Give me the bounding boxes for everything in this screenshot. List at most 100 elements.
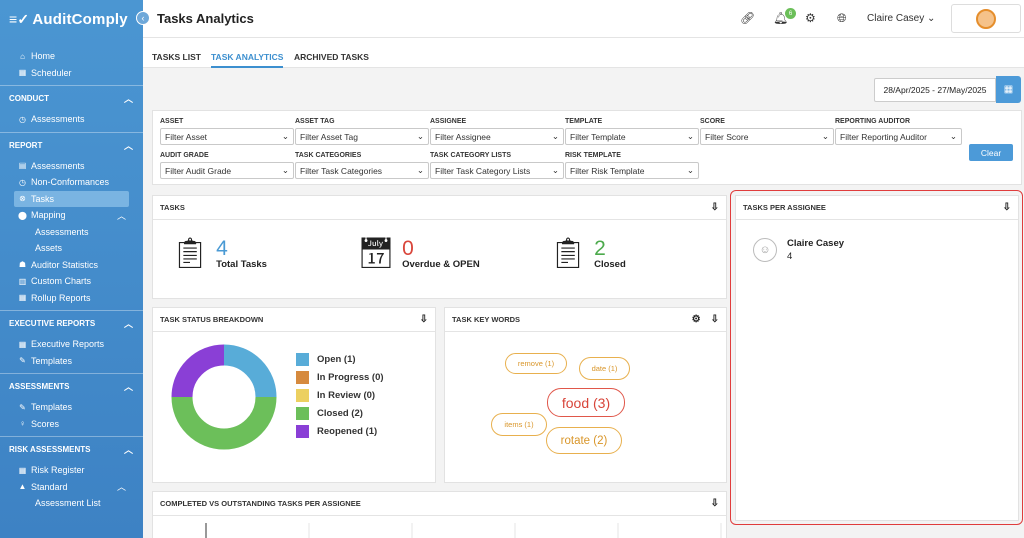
filter-task-category-lists: TASK CATEGORY LISTS Filter Task Category … bbox=[430, 152, 564, 179]
sidebar: ≡✓ AuditComply ⌂ Home ▦ Scheduler CONDUCT ︿… bbox=[0, 0, 143, 538]
sidebar-collapse-button[interactable]: ‹ bbox=[136, 11, 150, 25]
grid-icon: ▦ bbox=[18, 339, 27, 349]
legend-open[interactable]: Open (1) bbox=[296, 350, 384, 368]
app-name: AuditComply bbox=[32, 10, 128, 28]
filter-risk-template: RISK TEMPLATE Filter Risk Template ⌄ bbox=[565, 152, 699, 179]
tab-tasks-list[interactable]: TASKS LIST bbox=[152, 52, 201, 62]
chevron-down-icon: ⌄ bbox=[281, 165, 289, 175]
donut-slice-reopened[interactable] bbox=[171, 344, 225, 398]
sidebar-item-mapping[interactable]: ⬤ Mapping ︿ bbox=[18, 210, 126, 221]
completed-chart-grid bbox=[205, 523, 722, 538]
sidebar-item-standard[interactable]: ▲ Standard ︿ bbox=[18, 481, 126, 493]
filter-template: TEMPLATE Filter Template ⌄ bbox=[565, 118, 699, 145]
clear-filters-button[interactable]: Clear bbox=[969, 144, 1013, 161]
cloud-download-icon[interactable]: ⇩ bbox=[1002, 202, 1011, 213]
assignee-row[interactable]: ☺ Claire Casey 4 bbox=[753, 238, 844, 262]
bell-icon[interactable]: 🔔︎ bbox=[773, 11, 789, 25]
keyword-food[interactable]: food (3) bbox=[547, 388, 625, 417]
sidebar-item-assessment-list[interactable]: Assessment List bbox=[35, 498, 101, 509]
section-report[interactable]: REPORT ︿ bbox=[0, 131, 143, 158]
donut-slice-closed[interactable] bbox=[171, 396, 277, 450]
clock-icon: ◷ bbox=[19, 177, 26, 187]
task-categories-select[interactable]: Filter Task Categories ⌄ bbox=[295, 162, 429, 179]
section-conduct[interactable]: CONDUCT ︿ bbox=[0, 85, 143, 111]
section-assessments[interactable]: ASSESSMENTS ︿ bbox=[0, 373, 143, 399]
sidebar-item-tasks[interactable]: ⊗ Tasks bbox=[14, 190, 129, 207]
keyword-items[interactable]: items (1) bbox=[491, 413, 547, 436]
cloud-download-icon[interactable]: ⇩ bbox=[710, 314, 719, 325]
sidebar-item-scores[interactable]: ♀ Scores bbox=[0, 416, 143, 433]
tab-task-analytics[interactable]: TASK ANALYTICS bbox=[211, 52, 284, 68]
keyword-remove[interactable]: remove (1) bbox=[505, 353, 567, 374]
keyword-date[interactable]: date (1) bbox=[579, 357, 630, 380]
stat-closed: 📋︎ 2 Closed bbox=[549, 236, 626, 270]
chevron-down-icon: ⌄ bbox=[927, 13, 936, 24]
link-icon[interactable]: 🔗︎ bbox=[740, 11, 756, 25]
sidebar-item-auditor-statistics[interactable]: ☗ Auditor Statistics bbox=[18, 259, 99, 270]
calendar-clock-icon: 📅︎ bbox=[357, 237, 396, 270]
chevron-up-icon: ︿ bbox=[123, 382, 133, 392]
chevron-down-icon: ⌄ bbox=[551, 131, 559, 141]
cloud-download-icon[interactable]: ⇩ bbox=[419, 314, 428, 325]
chevron-up-icon: ︿ bbox=[123, 319, 133, 329]
risk-template-select[interactable]: Filter Risk Template ⌄ bbox=[565, 162, 699, 179]
app-logo[interactable]: ≡✓ AuditComply bbox=[0, 0, 143, 38]
sidebar-item-home[interactable]: ⌂ Home bbox=[0, 48, 143, 65]
globe-icon[interactable]: 🌐︎ bbox=[837, 11, 847, 25]
filter-task-categories: TASK CATEGORIES Filter Task Categories ⌄ bbox=[295, 152, 429, 179]
cloud-download-icon[interactable]: ⇩ bbox=[710, 498, 719, 509]
chevron-up-icon: ︿ bbox=[116, 210, 126, 221]
reporting-auditor-select[interactable]: Filter Reporting Auditor ⌄ bbox=[835, 128, 962, 145]
clock-icon: ◷ bbox=[19, 114, 26, 124]
asset-tag-select[interactable]: Filter Asset Tag ⌄ bbox=[295, 128, 429, 145]
card-title: TASKS bbox=[160, 203, 185, 212]
filter-reporting-auditor: REPORTING AUDITOR Filter Reporting Audito… bbox=[835, 118, 962, 145]
sidebar-item-report-assessments[interactable]: ▤ Assessments bbox=[18, 160, 85, 171]
warning-icon: ▲ bbox=[18, 482, 27, 492]
template-select[interactable]: Filter Template ⌄ bbox=[565, 128, 699, 145]
audit-grade-select[interactable]: Filter Audit Grade ⌄ bbox=[160, 162, 294, 179]
status-donut-chart bbox=[171, 344, 277, 450]
sidebar-item-mapping-assessments[interactable]: Assessments bbox=[35, 226, 89, 237]
tasks-icon: ⊗ bbox=[19, 194, 26, 204]
filter-assignee: ASSIGNEE Filter Assignee ⌄ bbox=[430, 118, 564, 145]
gear-icon[interactable]: ⚙ bbox=[805, 11, 816, 25]
sidebar-item-templates[interactable]: ✎ Templates bbox=[0, 399, 143, 416]
sidebar-item-executive-reports[interactable]: ▦ Executive Reports bbox=[18, 339, 105, 350]
keyword-rotate[interactable]: rotate (2) bbox=[546, 427, 622, 454]
sidebar-item-custom-charts[interactable]: ▥ Custom Charts bbox=[18, 276, 92, 287]
sidebar-item-risk-register[interactable]: ▦ Risk Register bbox=[18, 465, 85, 476]
calendar-button[interactable]: ▦ bbox=[996, 76, 1021, 103]
asset-select[interactable]: Filter Asset ⌄ bbox=[160, 128, 294, 145]
tab-archived-tasks[interactable]: ARCHIVED TASKS bbox=[294, 52, 369, 62]
date-range-input[interactable]: 28/Apr/2025 - 27/May/2025 bbox=[874, 78, 996, 102]
user-avatar[interactable] bbox=[951, 4, 1021, 33]
sidebar-item-conduct-assessments[interactable]: ◷ Assessments bbox=[19, 114, 85, 125]
section-risk-assessments[interactable]: RISK ASSESSMENTS ︿ bbox=[0, 436, 143, 462]
chevron-down-icon: ⌄ bbox=[949, 131, 957, 141]
task-status-breakdown-card: TASK STATUS BREAKDOWN ⇩ Open (1) In Progr… bbox=[152, 307, 436, 483]
map-pin-icon: ⬤ bbox=[18, 210, 27, 220]
task-category-lists-select[interactable]: Filter Task Category Lists ⌄ bbox=[430, 162, 564, 179]
legend-closed[interactable]: Closed (2) bbox=[296, 404, 384, 422]
section-executive-reports[interactable]: EXECUTIVE REPORTS ︿ bbox=[0, 310, 143, 336]
sidebar-item-non-conformances[interactable]: ◷ Non-Conformances bbox=[19, 177, 110, 188]
legend-in-review[interactable]: In Review (0) bbox=[296, 386, 384, 404]
gear-icon[interactable]: ⚙ bbox=[691, 314, 701, 325]
sidebar-item-executive-templates[interactable]: ✎ Templates bbox=[0, 353, 143, 370]
sidebar-item-rollup-reports[interactable]: ▦ Rollup Reports bbox=[18, 292, 91, 303]
legend-reopened[interactable]: Reopened (1) bbox=[296, 422, 384, 440]
clipboard-icon: 📋︎ bbox=[171, 237, 210, 270]
chart-icon: ▥ bbox=[18, 276, 27, 286]
grid-icon: ▦ bbox=[18, 293, 27, 303]
assignee-select[interactable]: Filter Assignee ⌄ bbox=[430, 128, 564, 145]
card-title: TASK KEY WORDS bbox=[452, 315, 521, 324]
legend-in-progress[interactable]: In Progress (0) bbox=[296, 368, 384, 386]
task-key-words-card: TASK KEY WORDS ⚙ ⇩ remove (1) date (1) foo… bbox=[444, 307, 727, 483]
score-select[interactable]: Filter Score ⌄ bbox=[700, 128, 834, 145]
cloud-download-icon[interactable]: ⇩ bbox=[710, 202, 719, 213]
sidebar-item-scheduler[interactable]: ▦ Scheduler bbox=[18, 67, 72, 78]
donut-slice-open[interactable] bbox=[223, 344, 277, 398]
user-menu[interactable]: Claire Casey ⌄ bbox=[867, 13, 936, 24]
sidebar-item-mapping-assets[interactable]: Assets bbox=[35, 243, 63, 254]
